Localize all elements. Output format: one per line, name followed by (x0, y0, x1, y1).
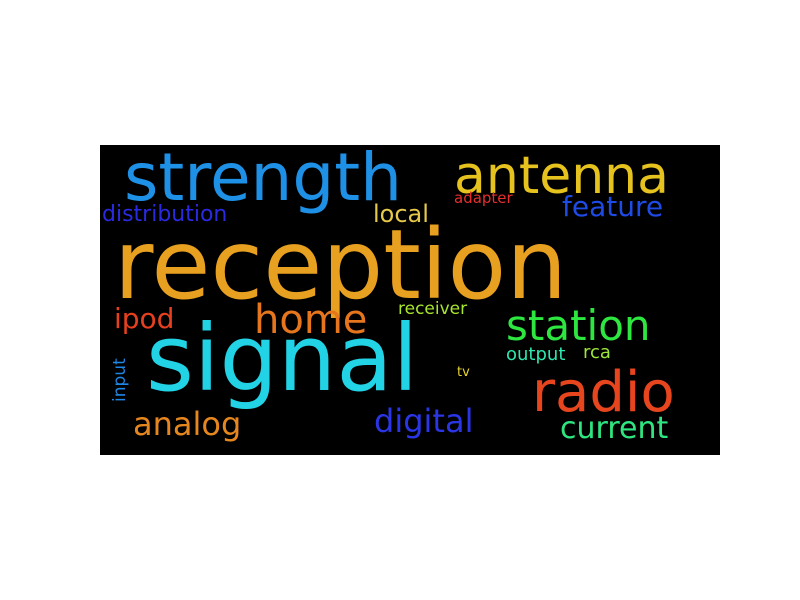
word-current: current (560, 411, 669, 446)
word-feature: feature (562, 190, 664, 223)
word-rca: rca (583, 342, 611, 363)
word-analog: analog (133, 405, 242, 443)
word-distribution: distribution (102, 202, 228, 227)
word-digital: digital (374, 402, 474, 440)
word-receiver: receiver (398, 299, 468, 319)
word-ipod: ipod (114, 302, 175, 335)
word-station: station (506, 301, 651, 350)
word-adapter: adapter (454, 189, 513, 207)
word-antenna: antenna (454, 146, 669, 206)
word-radio: radio (532, 360, 675, 425)
word-input: input (110, 358, 130, 402)
word-reception: reception (114, 209, 568, 321)
word-output: output (506, 344, 566, 365)
word-strength: strength (124, 145, 402, 216)
word-tv: tv (457, 365, 470, 380)
word-signal: signal (146, 305, 419, 412)
word-local: local (373, 200, 429, 228)
word-home: home (254, 297, 368, 343)
word-cloud: reception signal strength antenna radio … (100, 145, 720, 455)
